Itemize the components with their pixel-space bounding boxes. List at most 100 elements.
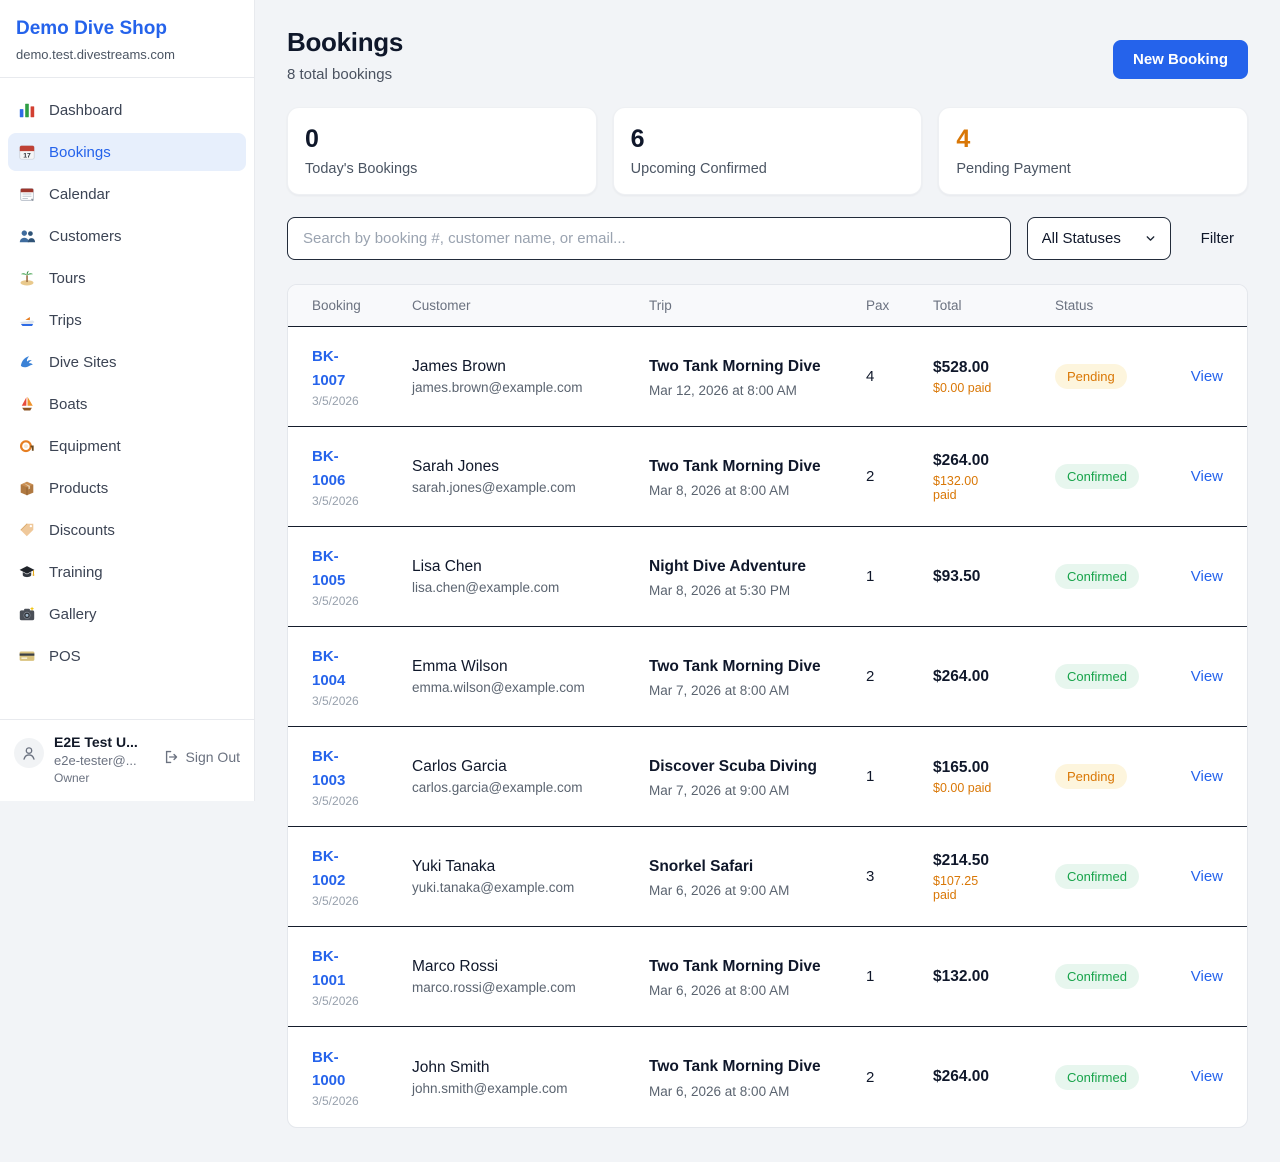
table-row: BK-1002 3/5/2026 Yuki Tanaka yuki.tanaka… xyxy=(288,827,1247,927)
booking-date: 3/5/2026 xyxy=(312,493,359,508)
view-cell: View xyxy=(1167,368,1223,386)
view-link[interactable]: View xyxy=(1190,1068,1223,1085)
booking-date: 3/5/2026 xyxy=(312,593,359,608)
trip-cell: Discover Scuba Diving Mar 7, 2026 at 9:0… xyxy=(649,755,854,798)
sidebar-item-label: POS xyxy=(49,647,81,665)
sidebar-item-gallery[interactable]: Gallery xyxy=(8,595,246,633)
total-amount: $528.00 xyxy=(933,358,990,376)
sidebar-item-label: Customers xyxy=(49,227,122,245)
dive-mask-icon xyxy=(18,437,36,455)
status-cell: Pending xyxy=(1055,764,1155,789)
status-badge: Pending xyxy=(1055,764,1127,789)
customer-cell: Carlos Garcia carlos.garcia@example.com xyxy=(412,758,637,795)
customer-email: carlos.garcia@example.com xyxy=(412,780,583,795)
view-cell: View xyxy=(1167,468,1223,486)
col-customer: Customer xyxy=(412,298,471,313)
filter-button[interactable]: Filter xyxy=(1187,230,1248,247)
sidebar-item-trips[interactable]: Trips xyxy=(8,301,246,339)
sidebar-item-dive-sites[interactable]: Dive Sites xyxy=(8,343,246,381)
view-link[interactable]: View xyxy=(1190,367,1223,385)
status-badge: Confirmed xyxy=(1055,1064,1139,1090)
trip-datetime: Mar 7, 2026 at 8:00 AM xyxy=(649,683,790,699)
booking-date: 3/5/2026 xyxy=(312,793,359,808)
main-content: Bookings 8 total bookings New Booking 0 … xyxy=(255,0,1280,1128)
customer-name: Emma Wilson xyxy=(412,658,508,675)
sidebar-item-calendar[interactable]: Calendar xyxy=(8,175,246,213)
trip-cell: Night Dive Adventure Mar 8, 2026 at 5:30… xyxy=(649,555,854,598)
booking-cell: BK-1007 3/5/2026 xyxy=(312,345,400,408)
customer-name: Marco Rossi xyxy=(412,958,499,975)
booking-id-link[interactable]: BK-1004 xyxy=(312,648,346,689)
view-link[interactable]: View xyxy=(1190,567,1223,585)
avatar xyxy=(14,738,44,768)
sidebar-item-training[interactable]: Training xyxy=(8,553,246,591)
customer-cell: Yuki Tanaka yuki.tanaka@example.com xyxy=(412,858,637,895)
trip-datetime: Mar 6, 2026 at 8:00 AM xyxy=(649,1083,790,1099)
booking-date: 3/5/2026 xyxy=(312,693,359,708)
trip-cell: Snorkel Safari Mar 6, 2026 at 9:00 AM xyxy=(649,855,854,898)
booking-id-link[interactable]: BK-1006 xyxy=(312,448,346,489)
view-link[interactable]: View xyxy=(1190,967,1223,985)
view-link[interactable]: View xyxy=(1190,767,1223,785)
sidebar-item-pos[interactable]: POS xyxy=(8,637,246,675)
sidebar-item-customers[interactable]: Customers xyxy=(8,217,246,255)
view-cell: View xyxy=(1167,1068,1223,1086)
customer-name: James Brown xyxy=(412,358,506,375)
customer-email: sarah.jones@example.com xyxy=(412,480,576,495)
total-amount: $93.50 xyxy=(933,567,981,585)
customer-email: marco.rossi@example.com xyxy=(412,980,576,995)
sign-out-button[interactable]: Sign Out xyxy=(162,748,240,766)
view-link[interactable]: View xyxy=(1190,667,1223,685)
status-badge: Confirmed xyxy=(1055,664,1139,689)
bar-chart-icon xyxy=(18,101,36,119)
page-header: Bookings 8 total bookings New Booking xyxy=(287,27,1248,83)
pax-value: 2 xyxy=(866,1068,875,1086)
island-icon xyxy=(18,269,36,287)
sidebar-item-products[interactable]: Products xyxy=(8,469,246,507)
sidebar-item-dashboard[interactable]: Dashboard xyxy=(8,91,246,129)
new-booking-button[interactable]: New Booking xyxy=(1112,40,1248,79)
customer-email: lisa.chen@example.com xyxy=(412,580,560,595)
view-link[interactable]: View xyxy=(1190,867,1223,885)
credit-card-icon xyxy=(18,647,36,665)
customer-email: james.brown@example.com xyxy=(412,380,583,395)
sidebar-item-label: Tours xyxy=(49,269,86,287)
sidebar-item-discounts[interactable]: Discounts xyxy=(8,511,246,549)
booking-cell: BK-1006 3/5/2026 xyxy=(312,445,400,508)
view-link[interactable]: View xyxy=(1190,467,1223,485)
sidebar-item-boats[interactable]: Boats xyxy=(8,385,246,423)
booking-id-link[interactable]: BK-1003 xyxy=(312,748,346,789)
status-cell: Confirmed xyxy=(1055,864,1155,889)
sidebar-item-bookings[interactable]: 17 Bookings xyxy=(8,133,246,171)
customer-cell: Emma Wilson emma.wilson@example.com xyxy=(412,658,637,695)
paid-amount: $0.00 paid xyxy=(933,780,992,795)
total-amount: $264.00 xyxy=(933,667,990,685)
booking-date: 3/5/2026 xyxy=(312,993,359,1008)
sidebar-item-label: Training xyxy=(49,563,103,581)
customer-cell: James Brown james.brown@example.com xyxy=(412,358,637,395)
user-role: Owner xyxy=(54,771,90,785)
status-badge: Confirmed xyxy=(1055,464,1139,489)
sidebar-item-equipment[interactable]: Equipment xyxy=(8,427,246,465)
booking-id-link[interactable]: BK-1001 xyxy=(312,948,346,989)
total-cell: $132.00 xyxy=(933,968,1043,986)
people-icon xyxy=(18,227,36,245)
table-row: BK-1004 3/5/2026 Emma Wilson emma.wilson… xyxy=(288,627,1247,727)
stat-card: 6 Upcoming Confirmed xyxy=(612,107,923,195)
table-row: BK-1007 3/5/2026 James Brown james.brown… xyxy=(288,327,1247,427)
table-header-row: Booking Customer Trip Pax Total Status xyxy=(288,285,1247,327)
booking-cell: BK-1002 3/5/2026 xyxy=(312,845,400,908)
booking-id-link[interactable]: BK-1007 xyxy=(312,348,346,389)
search-input[interactable] xyxy=(287,217,1011,260)
sidebar-item-tours[interactable]: Tours xyxy=(8,259,246,297)
sidebar-item-label: Trips xyxy=(49,311,82,329)
booking-id-link[interactable]: BK-1002 xyxy=(312,848,346,889)
view-cell: View xyxy=(1167,768,1223,786)
brand-box: Demo Dive Shop demo.test.divestreams.com xyxy=(0,0,254,78)
total-amount: $165.00 xyxy=(933,758,990,776)
table-row: BK-1001 3/5/2026 Marco Rossi marco.rossi… xyxy=(288,927,1247,1027)
trip-datetime: Mar 6, 2026 at 9:00 AM xyxy=(649,883,790,899)
booking-id-link[interactable]: BK-1000 xyxy=(312,1048,346,1089)
status-filter-select[interactable]: All Statuses xyxy=(1026,217,1171,260)
booking-id-link[interactable]: BK-1005 xyxy=(312,548,346,589)
